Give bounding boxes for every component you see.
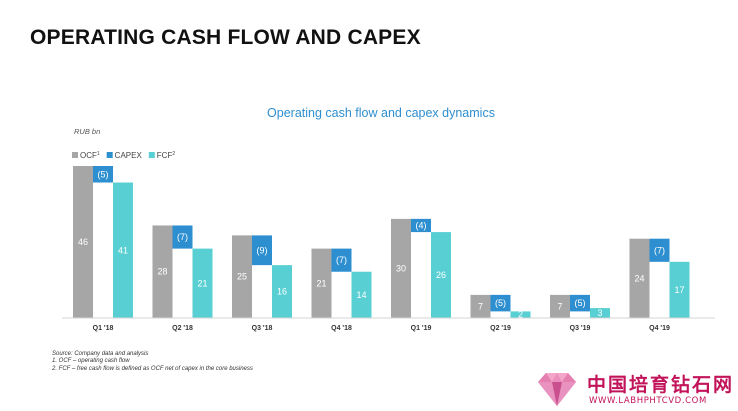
bar-ocf-q1-19: [391, 218, 411, 318]
label-ocf-q4-19: 24: [634, 273, 644, 283]
chart-title: Operating cash flow and capex dynamics: [267, 106, 495, 120]
footnote-2: 2. FCF – free cash flow is defined as OC…: [52, 365, 253, 372]
label-ocf-q4-18: 21: [316, 278, 326, 288]
bar-ocf-q4-18: [311, 248, 332, 318]
label-fcf-q2-18: 21: [197, 278, 207, 288]
bar-capex-q1-18: [93, 166, 113, 183]
bar-capex-q4-19: [649, 238, 670, 262]
footnote-1: 1. OCF – operating cash flow: [52, 358, 130, 365]
label-fcf-q2-19: 2: [518, 310, 523, 320]
label-fcf-q1-18: 41: [118, 245, 128, 255]
bar-ocf-q3-18: [232, 235, 252, 318]
bar-fcf-q1-18: [113, 182, 133, 318]
label-capex-q2-19: (5): [495, 298, 506, 308]
label-fcf-q4-18: 14: [356, 290, 366, 300]
label-capex-q1-18: (5): [98, 169, 109, 179]
bars: 46 (5) 41 28 (7) 21 25 (9) 16 21 (7) 14 30 (4) 26 7 (5) 2…: [73, 166, 690, 320]
x-tick-q3-18: Q3 '18: [252, 325, 273, 332]
legend-swatch-ocf: [72, 152, 78, 158]
bar-capex-q2-18: [172, 225, 193, 249]
label-ocf-q3-19: 7: [557, 301, 562, 311]
label-capex-q3-18: (9): [257, 245, 268, 255]
watermark: 中国培育钻石网 WWW.LABHPHTCVD.COM: [532, 368, 738, 411]
bar-fcf-q1-19: [431, 232, 451, 318]
bar-ocf-q2-18: [152, 225, 173, 318]
bar-capex-q4-18: [331, 248, 352, 272]
watermark-url: WWW.LABHPHTCVD.COM: [589, 396, 707, 406]
footnotes: Source: Company data and analysis 1. OCF…: [52, 351, 253, 373]
watermark-text: 中国培育钻石网: [587, 374, 735, 396]
bar-ocf-q3-19: [550, 294, 570, 318]
label-ocf-q3-18: 25: [237, 272, 247, 282]
bar-fcf-q2-19: [510, 311, 531, 318]
label-ocf-q2-18: 28: [157, 267, 167, 277]
bar-capex-q3-18: [252, 235, 272, 266]
legend-label-capex: CAPEX: [115, 151, 143, 160]
legend-swatch-fcf: [148, 152, 155, 158]
label-capex-q2-18: (7): [177, 232, 188, 242]
x-tick-q3-19: Q3 '19: [570, 325, 591, 332]
x-tick-q4-18: Q4 '18: [331, 325, 352, 332]
x-tick-q4-19: Q4 '19: [649, 325, 670, 332]
legend-swatch-capex: [106, 152, 113, 158]
bar-fcf-q4-19: [669, 261, 690, 318]
label-fcf-q3-18: 16: [277, 287, 287, 297]
x-tick-labels: Q1 '18 Q2 '18 Q3 '18 Q4 '18 Q1 '19 Q2 '19 Q3 '…: [93, 325, 670, 332]
legend-label-ocf: OCF1: [80, 151, 100, 160]
label-capex-q4-18: (7): [336, 255, 347, 265]
bar-fcf-q2-18: [192, 248, 213, 318]
bar-ocf-q2-19: [470, 294, 491, 318]
x-tick-q1-18: Q1 '18: [93, 325, 114, 332]
bar-capex-q2-19: [490, 294, 511, 312]
x-tick-q2-18: Q2 '18: [172, 325, 193, 332]
bar-fcf-q4-18: [351, 271, 372, 318]
label-ocf-q1-18: 46: [78, 237, 88, 247]
diamond-icon: [538, 373, 576, 406]
label-capex-q1-19: (4): [416, 220, 427, 230]
bar-capex-q1-19: [411, 218, 431, 233]
label-fcf-q1-19: 26: [436, 270, 446, 280]
bar-fcf-q3-19: [590, 308, 610, 318]
label-capex-q4-19: (7): [654, 245, 665, 255]
legend: OCF1 CAPEX FCF2: [72, 151, 175, 160]
footnote-source: Source: Company data and analysis: [52, 351, 149, 357]
bar-ocf-q4-19: [629, 238, 650, 318]
x-tick-q1-19: Q1 '19: [411, 325, 432, 332]
unit-label: RUB bn: [74, 127, 100, 136]
label-capex-q3-19: (5): [575, 298, 586, 308]
label-fcf-q4-19: 17: [674, 285, 684, 295]
bar-ocf-q1-18: [73, 166, 93, 318]
bar-capex-q3-19: [570, 294, 590, 312]
label-fcf-q3-19: 3: [597, 308, 602, 318]
label-ocf-q1-19: 30: [396, 263, 406, 273]
bar-fcf-q3-18: [272, 265, 292, 318]
legend-label-fcf: FCF2: [157, 151, 176, 160]
x-tick-q2-19: Q2 '19: [490, 325, 511, 332]
slide-title: OPERATING CASH FLOW AND CAPEX: [30, 26, 421, 49]
label-ocf-q2-19: 7: [478, 301, 483, 311]
